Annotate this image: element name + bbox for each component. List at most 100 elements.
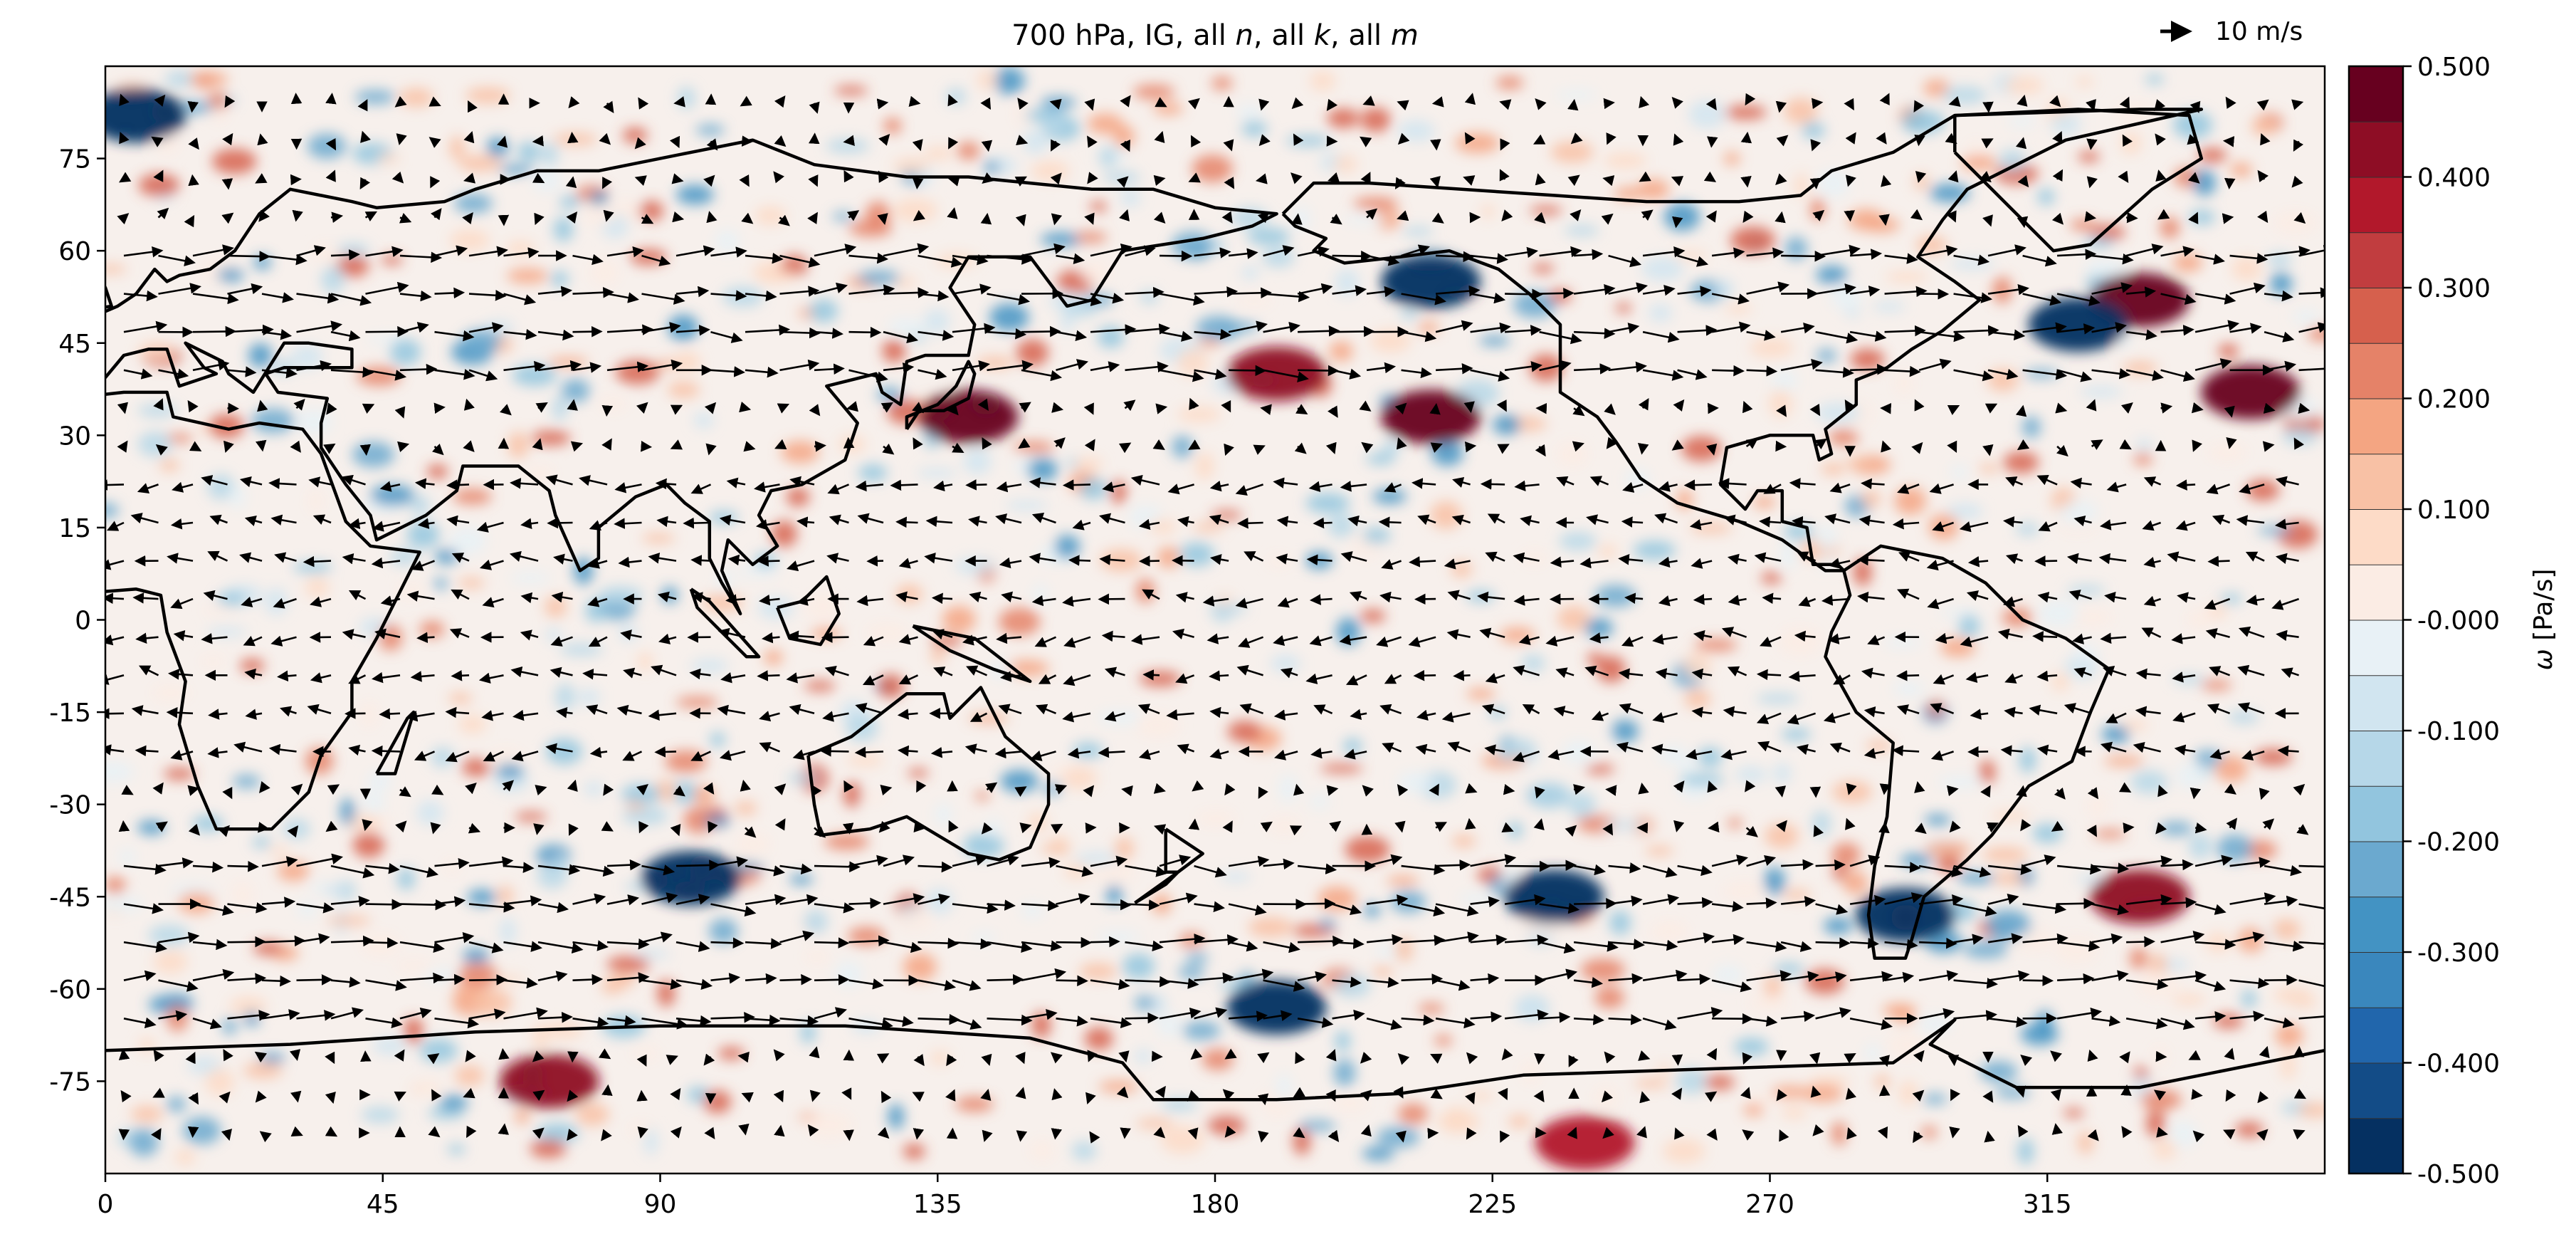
wind-vectors <box>105 93 2325 1144</box>
omega-anomaly <box>865 201 890 229</box>
title-prefix: 700 hPa, IG, all <box>1011 19 1235 52</box>
omega-anomaly <box>530 430 571 446</box>
omega-anomaly <box>887 318 925 337</box>
omega-anomaly <box>1430 501 1463 530</box>
omega-anomaly <box>1748 995 1789 1012</box>
omega-anomaly <box>2172 253 2203 273</box>
wind-arrow <box>2224 177 2236 189</box>
wind-arrow <box>741 212 754 224</box>
omega-anomaly <box>1062 766 1098 790</box>
omega-anomaly <box>1594 986 1625 1009</box>
omega-anomaly <box>1025 108 1068 123</box>
omega-anomaly <box>1220 605 1248 614</box>
omega-anomaly <box>202 605 236 615</box>
wind-arrow <box>1435 285 1481 297</box>
wind-arrow <box>2156 1127 2168 1138</box>
wind-arrow <box>1429 175 1441 189</box>
omega-anomaly <box>631 1047 660 1060</box>
omega-anomaly <box>458 155 502 172</box>
wind-arrow <box>296 245 326 257</box>
wind-arrow <box>2256 99 2269 111</box>
wind-arrow <box>809 101 820 114</box>
wind-arrow <box>2125 244 2164 257</box>
omega-anomaly <box>2101 725 2130 743</box>
wind-arrow <box>2298 864 2325 868</box>
omega-anomaly <box>370 484 415 506</box>
wind-arrow <box>330 211 344 223</box>
omega-anomaly <box>1105 884 1123 905</box>
omega-anomaly <box>517 142 540 162</box>
omega-anomaly <box>1343 738 1362 755</box>
omega-anomaly <box>1431 440 1463 466</box>
wind-arrow <box>2119 96 2130 110</box>
wind-arrow <box>330 293 372 306</box>
omega-anomaly <box>1148 519 1177 534</box>
wind-arrow <box>1056 253 1085 264</box>
wind-arrow <box>1879 783 1891 795</box>
omega-anomaly <box>2140 1089 2182 1110</box>
omega-anomaly <box>2273 211 2317 234</box>
omega-anomaly <box>1481 204 1495 219</box>
omega-anomaly <box>703 1090 732 1114</box>
wind-arrow <box>1090 293 1125 304</box>
omega-anomaly <box>277 861 310 882</box>
wind-arrow <box>362 819 373 832</box>
omega-anomaly <box>1455 132 1500 154</box>
colorbar-segment <box>2348 564 2404 621</box>
wind-arrow <box>1221 211 1233 224</box>
wind-arrow <box>1056 293 1103 307</box>
wind-arrow <box>1641 209 1654 221</box>
wind-arrow <box>820 746 849 757</box>
omega-anomaly <box>178 892 214 914</box>
omega-anomaly <box>1604 152 1647 169</box>
wind-arrow <box>1846 783 1857 795</box>
omega-anomaly <box>438 1095 468 1110</box>
wind-arrow <box>1876 132 1887 145</box>
omega-anomaly <box>1587 652 1602 666</box>
omega-anomaly <box>955 1097 994 1112</box>
colorbar-tick-label: -0.000 <box>2417 607 2500 636</box>
omega-anomaly <box>1402 226 1434 236</box>
omega-anomaly <box>735 832 770 856</box>
wind-arrow <box>1535 98 1547 110</box>
omega-anomaly <box>2129 947 2148 970</box>
x-tick-label: 135 <box>913 1190 962 1219</box>
y-tick-label: -60 <box>49 976 91 1005</box>
omega-anomaly <box>1335 268 1360 297</box>
omega-anomaly <box>582 204 617 225</box>
wind-arrow <box>599 132 611 145</box>
coastline-segment <box>689 587 761 659</box>
omega-anomaly <box>1594 585 1636 607</box>
colorbar-tick-label: 0.500 <box>2417 53 2491 82</box>
omega-anomaly <box>1390 890 1426 914</box>
wind-arrow <box>1671 216 1683 229</box>
wind-arrow <box>572 325 603 338</box>
omega-anomaly <box>1040 232 1084 246</box>
wind-arrow <box>981 140 993 152</box>
omega-anomaly <box>1495 76 1524 90</box>
omega-feature <box>1226 346 1327 401</box>
omega-anomaly <box>553 216 574 242</box>
omega-anomaly <box>1329 340 1353 362</box>
wind-arrow <box>330 249 360 261</box>
omega-anomaly <box>1328 513 1355 538</box>
omega-anomaly <box>340 798 355 826</box>
wind-arrow <box>227 283 263 295</box>
wind-arrow <box>601 404 614 417</box>
wind-arrow <box>710 937 745 949</box>
omega-anomaly <box>1531 263 1555 273</box>
omega-anomaly <box>2288 996 2318 1010</box>
wind-arrow <box>843 169 854 183</box>
wind-arrow <box>774 95 786 108</box>
colorbar-tick-label: 0.300 <box>2417 274 2491 303</box>
omega-anomaly <box>834 85 868 95</box>
wind-arrow <box>1677 254 1709 267</box>
colorbar: 0.500 0.400 0.300 0.200 0.100 -0.000 -0.100 -0.… <box>2348 53 2500 1189</box>
wind-arrow <box>2074 746 2092 757</box>
omega-anomaly <box>693 785 715 805</box>
wind-arrow <box>890 479 918 491</box>
omega-anomaly <box>1327 108 1360 128</box>
omega-anomaly <box>164 70 199 88</box>
wind-arrow <box>1120 139 1130 152</box>
wind-arrow <box>166 707 194 718</box>
